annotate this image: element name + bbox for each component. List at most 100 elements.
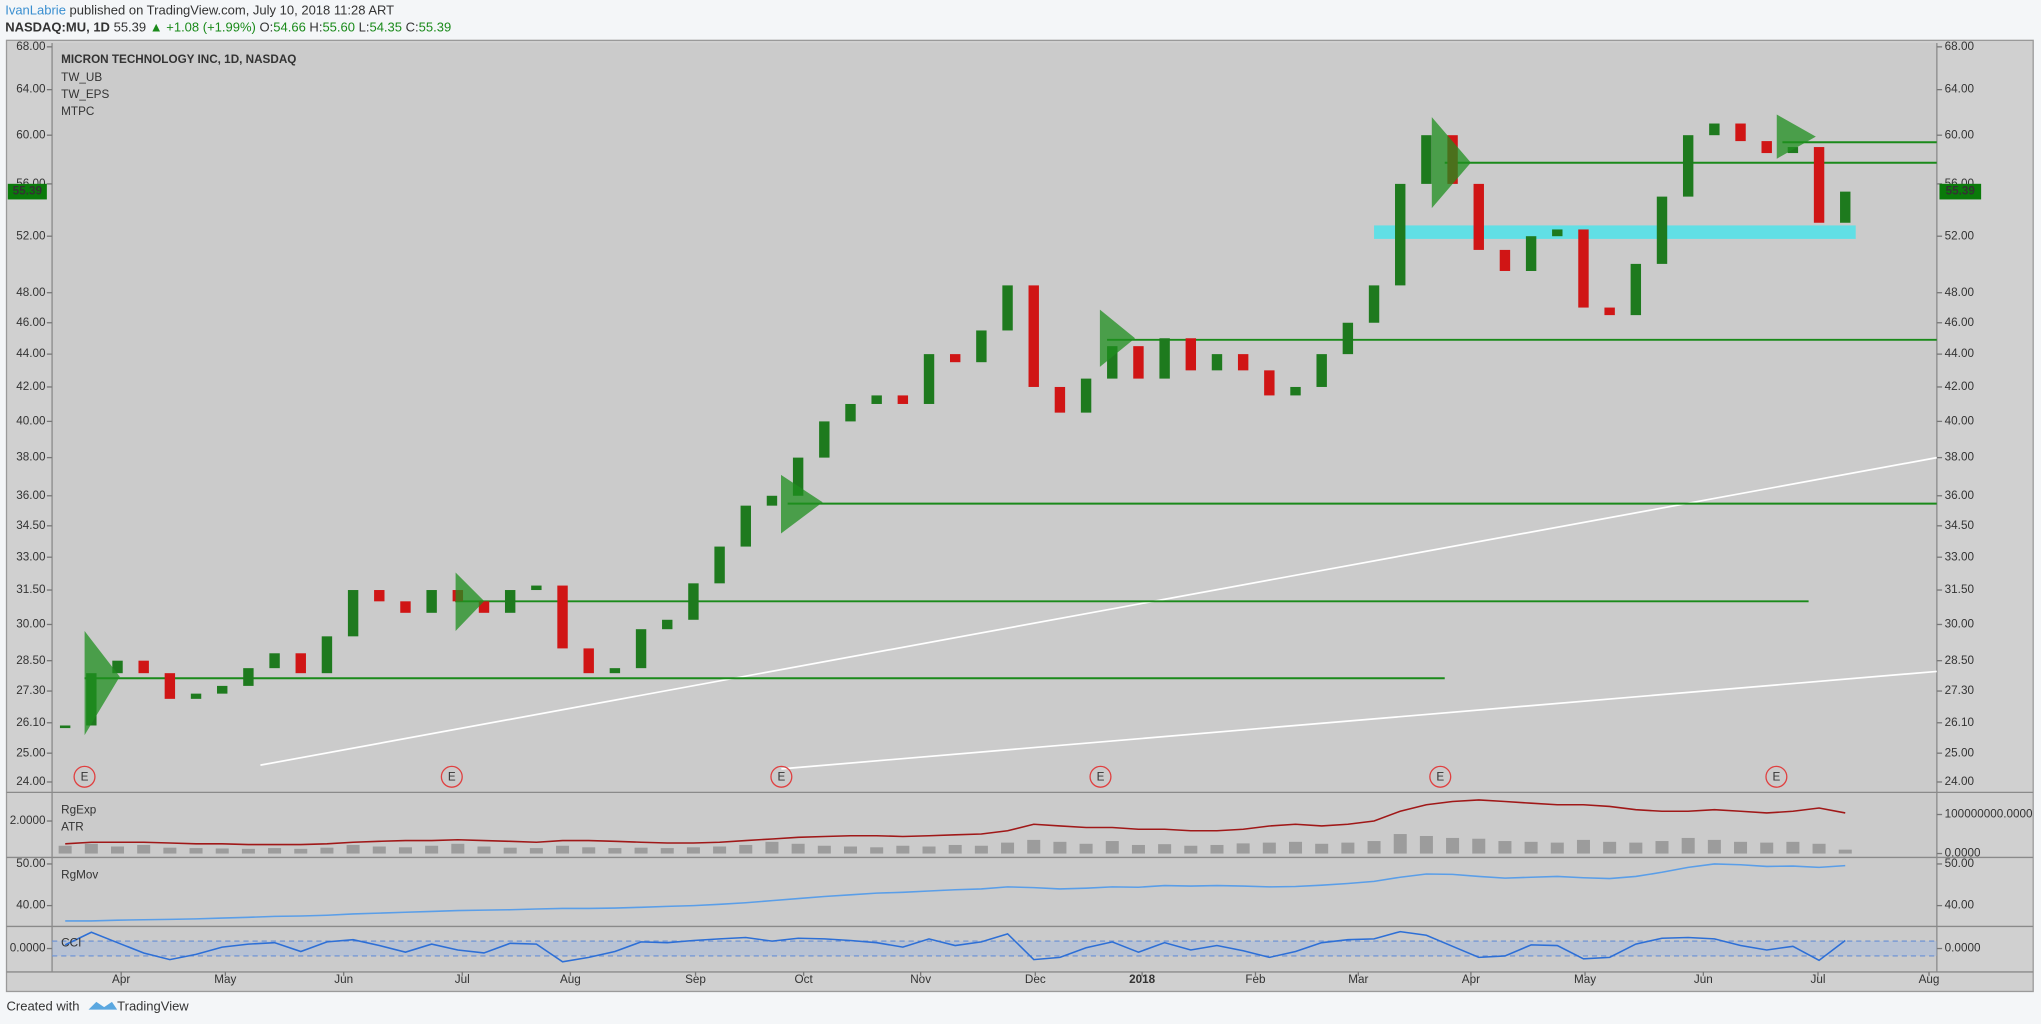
- volume-bar: [1315, 843, 1329, 854]
- y-tick-label: 38.00: [1945, 451, 1975, 464]
- candle: [321, 636, 333, 674]
- x-tick-label: May: [214, 973, 236, 986]
- volume-bar: [1131, 844, 1145, 854]
- volume-bar: [1681, 837, 1695, 854]
- earnings-marker: [440, 765, 463, 788]
- signal-flag: [780, 474, 823, 534]
- candle: [400, 601, 411, 613]
- volume-bar: [1341, 842, 1355, 854]
- volume-bar: [1184, 845, 1198, 854]
- y-tick-label: 68.00: [1945, 40, 1975, 53]
- x-tick-label: Jun: [1694, 973, 1713, 986]
- x-tick-label: Jun: [334, 973, 353, 986]
- band-fill: [52, 941, 1937, 956]
- candle: [635, 629, 647, 669]
- y-tick-label: 48.00: [1945, 286, 1975, 299]
- volume-bar: [111, 846, 125, 854]
- x-tick-label: Apr: [112, 973, 130, 986]
- volume-bar: [1210, 844, 1224, 854]
- high: 55.60: [322, 20, 355, 35]
- indicator-panel: [52, 930, 1937, 963]
- y-tick-label: 0.0000: [1945, 847, 1981, 860]
- indicator-label: MTPC: [61, 105, 94, 118]
- volume-bar: [896, 845, 910, 854]
- chart-title: MICRON TECHNOLOGY INC, 1D, NASDAQ: [61, 53, 296, 66]
- candle: [1656, 196, 1668, 264]
- y-tick-label: 34.50: [1945, 519, 1975, 532]
- volume-bar: [372, 846, 386, 854]
- y-tick-label: 44.00: [1945, 347, 1975, 360]
- trendline: [781, 670, 1937, 770]
- volume-bar: [765, 841, 779, 854]
- candle: [688, 583, 699, 620]
- candle: [1054, 386, 1066, 413]
- legend-entry: RgExp: [61, 804, 97, 817]
- author[interactable]: IvanLabrie: [5, 3, 66, 18]
- candle: [819, 421, 830, 458]
- candle: [347, 590, 359, 637]
- candle: [609, 668, 621, 674]
- volume-bar: [1603, 841, 1617, 854]
- header-line1: IvanLabrie published on TradingView.com,…: [5, 3, 394, 18]
- volume-bar: [556, 845, 570, 854]
- candle: [583, 648, 594, 674]
- candle: [662, 619, 673, 630]
- earnings-label: E: [1772, 771, 1780, 784]
- symbol: NASDAQ:MU, 1D: [5, 20, 110, 35]
- volume-bar: [241, 848, 255, 854]
- trendline: [260, 456, 1937, 766]
- volume-bar: [634, 847, 648, 854]
- candle: [1499, 249, 1511, 271]
- y-tick-label: 64.00: [1945, 83, 1975, 96]
- volume-panel: [58, 799, 1852, 854]
- volume-bar: [948, 844, 962, 854]
- volume-bar: [1812, 843, 1826, 854]
- earnings-marker: [1765, 765, 1788, 788]
- candle: [504, 590, 516, 613]
- o-label: O:: [260, 20, 274, 35]
- x-tick-label: May: [1574, 973, 1596, 986]
- indicator-line: [65, 863, 1846, 922]
- volume-bar: [1262, 842, 1276, 854]
- y-tick-label: 50.00: [1945, 857, 1975, 870]
- volume-bar: [1550, 842, 1564, 854]
- volume-bar: [608, 848, 622, 854]
- signal-flag: [1099, 309, 1136, 367]
- indicator-line: [64, 930, 1846, 963]
- volume-bar: [1446, 837, 1460, 854]
- signal-flag: [1431, 117, 1471, 209]
- candle: [976, 330, 987, 363]
- candle: [714, 546, 725, 584]
- earnings-marker: [73, 765, 96, 788]
- x-tick-label: 2018: [1129, 973, 1156, 986]
- candle: [138, 660, 149, 674]
- y-tick-label: 52.00: [1945, 229, 1975, 242]
- y-tick-label: 28.50: [16, 654, 46, 667]
- y-tick-label: 34.50: [16, 519, 46, 532]
- earnings-label: E: [1097, 771, 1105, 784]
- signal-flag: [84, 631, 120, 736]
- candle: [112, 660, 123, 674]
- volume-bar: [1158, 844, 1172, 854]
- y-tick-label: 50.00: [16, 857, 46, 870]
- volume-bar: [974, 845, 988, 854]
- y-tick-label: 48.00: [16, 286, 46, 299]
- tv-logo: [88, 1001, 118, 1010]
- candle: [1761, 141, 1772, 154]
- footer-brand[interactable]: TradingView: [117, 999, 189, 1014]
- candle: [531, 585, 542, 591]
- legend-entry: ATR: [61, 821, 84, 834]
- volume-bar: [1786, 841, 1800, 854]
- candle: [1368, 285, 1380, 323]
- y-tick-label: 64.00: [16, 83, 46, 96]
- earnings-label: E: [777, 771, 785, 784]
- legend-entry: CCI: [61, 936, 81, 949]
- atr-line: [65, 799, 1846, 846]
- candle: [1473, 183, 1484, 250]
- candle: [1316, 354, 1327, 387]
- y-tick-label: 60.00: [16, 128, 46, 141]
- candle: [164, 673, 176, 699]
- x-tick-label: Mar: [1348, 973, 1368, 986]
- candle: [1002, 285, 1013, 331]
